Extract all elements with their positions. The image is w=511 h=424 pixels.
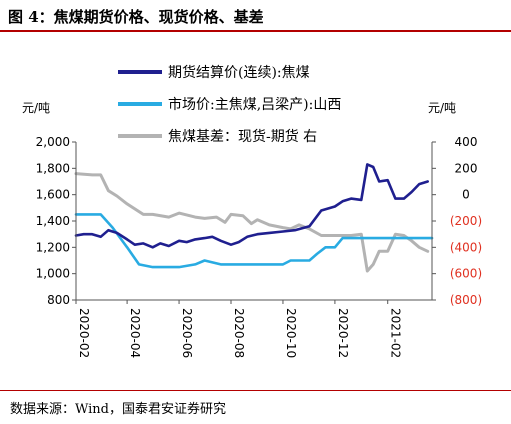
x-tick-label: 2020-10 <box>284 308 298 358</box>
left-axis-label: 元/吨 <box>22 101 50 115</box>
series-line-1 <box>74 163 429 249</box>
series-line-2 <box>74 213 434 269</box>
legend-label-2: 市场价:主焦煤,吕梁产):山西 <box>168 96 341 113</box>
right-tick-label: (400) <box>450 240 482 254</box>
left-tick-label: 1,600 <box>36 188 70 202</box>
right-axis-label: 元/吨 <box>428 101 456 115</box>
right-tick-label: 400 <box>455 135 478 149</box>
right-tick-label: 0 <box>462 188 470 202</box>
left-tick-label: 1,400 <box>36 214 70 228</box>
right-tick-label: (200) <box>450 214 482 228</box>
series-line-3 <box>74 172 430 273</box>
right-tick-label: (800) <box>450 293 482 307</box>
figure-title: 图 4：焦煤期货价格、现货价格、基差 <box>8 8 264 26</box>
legend-label-1: 期货结算价(连续):焦煤 <box>168 64 310 81</box>
x-tick-label: 2020-06 <box>180 308 194 358</box>
x-tick-label: 2020-12 <box>336 308 350 358</box>
x-axis: 2020-02 2020-04 2020-06 2020-08 2020-10 2020-… <box>75 299 432 358</box>
title-rule <box>0 30 511 32</box>
left-tick-label: 2,000 <box>36 135 70 149</box>
source-note: 数据来源：Wind，国泰君安证券研究 <box>10 402 226 417</box>
left-axis: 800 1,000 1,200 1,400 1,600 1,800 2,000 元/吨 <box>22 101 77 307</box>
source-rule <box>0 390 511 391</box>
right-tick-label: 200 <box>455 161 478 175</box>
x-tick-label: 2020-08 <box>232 308 246 358</box>
series-layer <box>74 163 434 273</box>
x-tick-label: 2020-04 <box>128 308 142 358</box>
right-tick-label: (600) <box>450 267 482 281</box>
x-tick-label: 2021-02 <box>389 308 403 358</box>
x-tick-label: 2020-02 <box>77 308 91 358</box>
left-tick-label: 1,000 <box>36 267 70 281</box>
right-axis: (800) (600) (400) (200) 0 200 400 元/吨 <box>428 101 482 307</box>
left-tick-label: 800 <box>47 293 70 307</box>
left-tick-label: 1,200 <box>36 240 70 254</box>
left-tick-label: 1,800 <box>36 161 70 175</box>
legend-label-3: 焦煤基差：现货-期货 右 <box>168 128 317 145</box>
